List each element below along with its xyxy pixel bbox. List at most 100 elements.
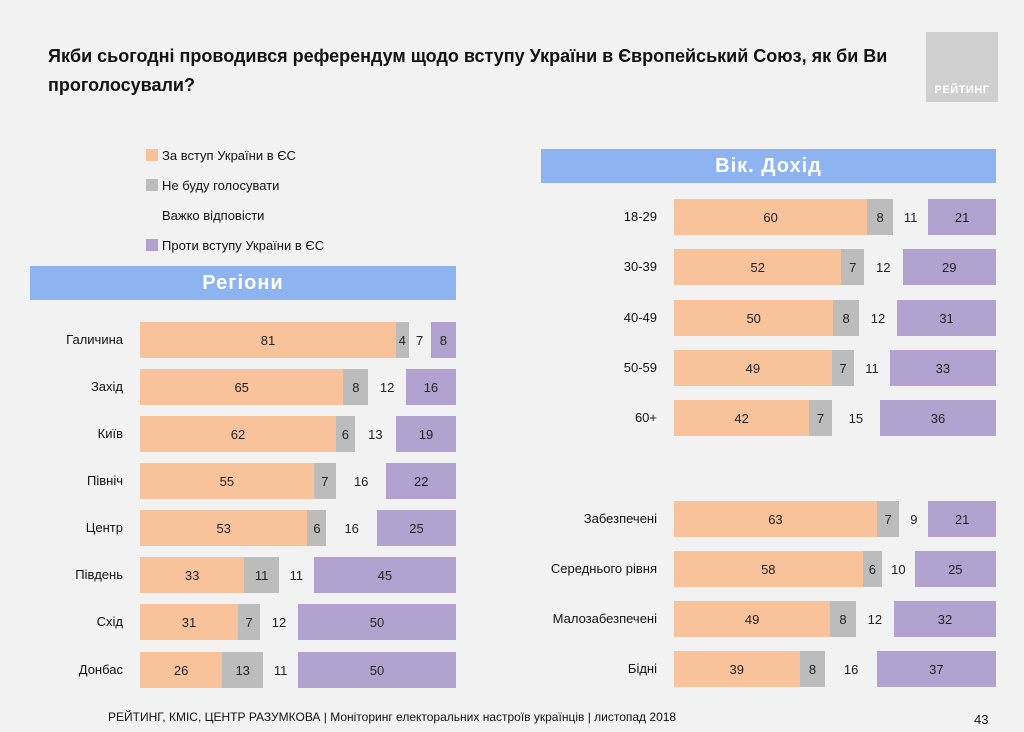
bar-segment-hard: 12 — [855, 601, 894, 637]
bar-segment-for: 50 — [674, 300, 834, 336]
category-label: Північ — [87, 473, 123, 488]
bar-segment-notvote: 6 — [862, 551, 883, 587]
bar-segment-for: 52 — [674, 249, 842, 285]
stacked-bar: 53 6 16 25 — [140, 510, 456, 546]
bar-segment-for: 42 — [674, 400, 810, 436]
footer-source: РЕЙТИНГ, КМІС, ЦЕНТР РАЗУМКОВА | Монітор… — [108, 710, 677, 724]
stacked-bar: 31 7 12 50 — [140, 604, 456, 640]
category-label: Забезпечені — [583, 511, 657, 526]
stacked-bar: 81 4 7 8 — [140, 322, 456, 358]
bar-segment-for: 65 — [140, 369, 344, 405]
stacked-bar: 62 6 13 19 — [140, 416, 456, 452]
category-label: 60+ — [634, 410, 657, 425]
bar-segment-hard: 11 — [892, 199, 929, 235]
category-label: Бідні — [627, 661, 657, 676]
stacked-bar: 52 7 12 29 — [674, 249, 996, 285]
bar-segment-notvote: 8 — [343, 369, 369, 405]
bar-segment-against: 50 — [297, 604, 456, 640]
bar-segment-notvote: 6 — [307, 510, 327, 546]
bar-segment-notvote: 8 — [799, 651, 826, 687]
bar-segment-notvote: 11 — [244, 557, 280, 593]
rating-logo: РЕЙТИНГ — [926, 32, 998, 102]
bar-segment-against: 8 — [430, 322, 456, 358]
bar-segment-hard: 16 — [326, 510, 377, 546]
bar-segment-notvote: 13 — [222, 652, 264, 688]
bar-segment-against: 29 — [902, 249, 996, 285]
bar-segment-against: 31 — [897, 300, 996, 336]
legend-item-against: Проти вступу України в ЄС — [146, 230, 324, 260]
legend-item-notvote: Не буду голосувати — [146, 170, 324, 200]
stacked-bar: 65 8 12 16 — [140, 369, 456, 405]
bar-segment-for: 55 — [140, 463, 314, 499]
category-label: 30-39 — [623, 259, 657, 274]
bar-segment-notvote: 7 — [313, 463, 336, 499]
legend-label: За вступ України в ЄС — [162, 147, 296, 163]
bar-segment-against: 25 — [914, 551, 996, 587]
bar-segment-notvote: 4 — [395, 322, 409, 358]
legend-swatch — [146, 239, 158, 251]
bar-segment-for: 49 — [674, 601, 831, 637]
bar-segment-for: 63 — [674, 501, 877, 537]
category-label: Київ — [97, 426, 123, 441]
bar-segment-hard: 12 — [858, 300, 898, 336]
bar-segment-against: 45 — [313, 557, 456, 593]
bar-segment-notvote: 7 — [237, 604, 261, 640]
bar-segment-hard: 12 — [368, 369, 406, 405]
logo-text: РЕЙТИНГ — [934, 84, 990, 96]
bar-segment-against: 22 — [386, 463, 456, 499]
stacked-bar: 50 8 12 31 — [674, 300, 996, 336]
bar-segment-notvote: 7 — [841, 249, 864, 285]
legend-label: Проти вступу України в ЄС — [162, 237, 325, 253]
bar-segment-notvote: 6 — [335, 416, 355, 452]
bar-segment-notvote: 8 — [833, 300, 859, 336]
bar-segment-for: 31 — [140, 604, 238, 640]
category-label: Малозабезпечені — [552, 611, 657, 626]
category-label: Галичина — [66, 332, 123, 347]
bar-segment-notvote: 7 — [876, 501, 900, 537]
bar-segment-hard: 9 — [899, 501, 929, 537]
bar-segment-hard: 16 — [825, 651, 877, 687]
bar-segment-notvote: 8 — [830, 601, 856, 637]
bar-segment-against: 19 — [395, 416, 456, 452]
bar-segment-for: 62 — [140, 416, 336, 452]
bar-segment-against: 21 — [928, 199, 996, 235]
category-label: Схід — [96, 614, 123, 629]
stacked-bar: 49 8 12 32 — [674, 601, 996, 637]
bar-segment-for: 58 — [674, 551, 863, 587]
stacked-bar: 39 8 16 37 — [674, 651, 996, 687]
legend-swatch — [146, 179, 158, 191]
category-label: Захід — [90, 379, 123, 394]
bar-segment-against: 36 — [880, 400, 996, 436]
bar-segment-notvote: 8 — [867, 199, 893, 235]
banner-regions: Регіони — [30, 266, 456, 300]
category-label: Південь — [75, 567, 123, 582]
stacked-bar: 58 6 10 25 — [674, 551, 996, 587]
legend-item-for: За вступ України в ЄС — [146, 140, 324, 170]
page-title: Якби сьогодні проводився референдум щодо… — [48, 46, 888, 95]
category-label: Центр — [85, 520, 123, 535]
bar-segment-for: 33 — [140, 557, 245, 593]
category-label: Донбас — [78, 662, 123, 677]
bar-segment-for: 53 — [140, 510, 308, 546]
bar-segment-notvote: 7 — [831, 350, 855, 386]
bar-segment-against: 50 — [297, 652, 456, 688]
bar-segment-against: 25 — [376, 510, 456, 546]
category-label: 40-49 — [623, 310, 657, 325]
bar-segment-against: 21 — [928, 501, 996, 537]
category-label: 18-29 — [623, 209, 657, 224]
stacked-bar: 42 7 15 36 — [674, 400, 996, 436]
stacked-bar: 26 13 11 50 — [140, 652, 456, 688]
page-number: 43 — [974, 712, 989, 727]
bar-segment-for: 49 — [674, 350, 832, 386]
bar-segment-against: 33 — [889, 350, 996, 386]
stacked-bar: 60 8 11 21 — [674, 199, 996, 235]
legend-swatch — [146, 209, 158, 221]
bar-segment-hard: 7 — [408, 322, 431, 358]
bar-segment-hard: 12 — [863, 249, 903, 285]
bar-segment-hard: 16 — [335, 463, 387, 499]
stacked-bar: 63 7 9 21 — [674, 501, 996, 537]
chart-legend: За вступ України в ЄС Не буду голосувати… — [146, 140, 324, 260]
bar-segment-against: 32 — [893, 601, 996, 637]
bar-segment-hard: 11 — [279, 557, 314, 593]
bar-segment-for: 26 — [140, 652, 223, 688]
